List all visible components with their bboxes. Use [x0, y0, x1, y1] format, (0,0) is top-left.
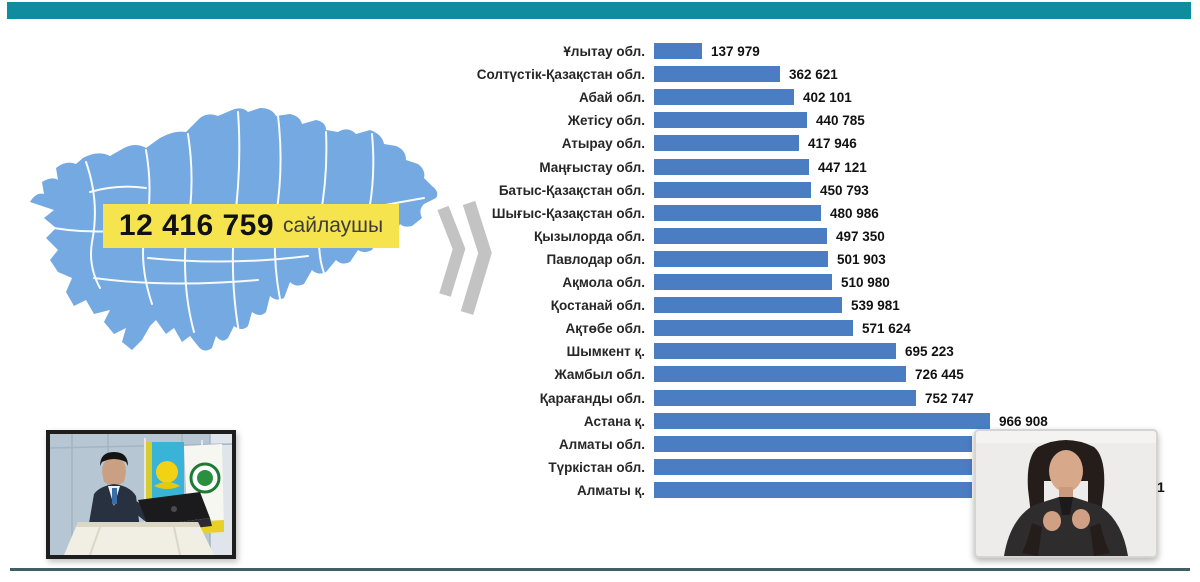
chart-value-label: 571 624 [862, 321, 911, 337]
chart-value-label: 695 223 [905, 344, 954, 360]
chart-category-label: Ұлытау обл. [563, 44, 645, 59]
chart-row: Павлодар обл. 501 903 [0, 248, 1200, 271]
chart-category-label: Жетісу обл. [567, 113, 645, 129]
total-voters-number: 12 416 759 [118, 209, 275, 242]
chart-bar [654, 158, 809, 175]
chart-category-label: Қызылорда обл. [534, 228, 645, 244]
chart-value-label: 440 785 [816, 113, 865, 129]
chart-row: Алматы обл. [0, 433, 1200, 456]
chart-category-label: Маңғыстау обл. [539, 159, 645, 175]
chart-bar [654, 343, 896, 360]
chart-row: Ақтөбе обл. 571 624 [0, 317, 1200, 340]
chart-bar [654, 135, 799, 152]
chart-category-label: Алматы обл. [558, 436, 645, 452]
chart-bar [654, 43, 702, 59]
chart-bar [654, 250, 828, 267]
chart-row: Абай обл. 402 101 [0, 86, 1200, 109]
chart-row: Қарағанды обл. 752 747 [0, 387, 1200, 410]
chart-category-label: Жамбыл обл. [554, 367, 645, 383]
chart-category-label: Түркістан обл. [548, 459, 645, 475]
chart-row: Батыс-Қазақстан обл. 450 793 [0, 179, 1200, 202]
chart-value-label: 501 903 [837, 251, 886, 267]
chart-category-label: Алматы қ. [576, 482, 645, 498]
chart-value-label: 539 981 [851, 298, 900, 314]
chart-category-label: Солтүстік-Қазақстан обл. [476, 67, 645, 83]
chart-row: Ақмола обл. 510 980 [0, 271, 1200, 294]
total-voters-suffix: сайлаушы [283, 214, 384, 237]
chart-bar [654, 458, 972, 475]
speaker-scene [50, 434, 232, 555]
chart-bar [654, 112, 807, 129]
chart-category-label: Павлодар обл. [546, 251, 645, 267]
sign-interpreter-inset [974, 429, 1158, 558]
chart-bar [654, 204, 821, 221]
chart-row: Жамбыл обл. 726 445 [0, 363, 1200, 386]
page-number: 1 [1157, 479, 1165, 495]
chart-value-label: 726 445 [915, 367, 964, 383]
chart-row: Алматы қ. [0, 479, 1200, 502]
bottom-accent-rule [10, 568, 1190, 571]
chart-category-label: Шымкент қ. [566, 344, 645, 360]
speaker-video-inset [46, 430, 236, 559]
chart-value-label: 480 986 [830, 205, 879, 221]
chart-bar [654, 274, 832, 290]
chart-row: Маңғыстау обл. 447 121 [0, 156, 1200, 179]
interpreter-scene [976, 431, 1156, 556]
chevron-right-icon [436, 196, 494, 320]
chart-bar [654, 89, 794, 106]
total-voters-callout: 12 416 759 сайлаушы [103, 204, 399, 248]
chart-bar [654, 227, 827, 244]
chart-row: Шымкент қ. 695 223 [0, 340, 1200, 363]
chart-value-label: 752 747 [925, 390, 974, 406]
chart-row: Шығыс-Қазақстан обл. 480 986 [0, 202, 1200, 225]
chart-category-label: Шығыс-Қазақстан обл. [491, 205, 645, 221]
chart-bar [654, 366, 906, 383]
chart-row: Жетісу обл. 440 785 [0, 109, 1200, 132]
chart-category-label: Ақмола обл. [562, 275, 645, 290]
chart-row: Солтүстік-Қазақстан обл. 362 621 [0, 63, 1200, 86]
chart-category-label: Абай обл. [578, 90, 645, 106]
chart-value-label: 402 101 [803, 90, 852, 106]
chart-row: Ұлытау обл. 137 979 [0, 40, 1200, 63]
chart-value-label: 966 908 [999, 413, 1048, 429]
chart-value-label: 447 121 [818, 159, 867, 175]
chart-bar [654, 297, 842, 314]
chart-bar [654, 435, 972, 452]
chart-bar [654, 389, 916, 406]
chart-row: Қызылорда обл. 497 350 [0, 225, 1200, 248]
chart-bar [654, 181, 811, 198]
chart-category-label: Атырау обл. [561, 136, 645, 152]
chart-bar [654, 481, 972, 498]
chart-bar [654, 412, 990, 429]
top-accent-bar [7, 2, 1191, 19]
chart-row: Түркістан обл. [0, 456, 1200, 479]
chart-bar [654, 66, 780, 83]
chart-value-label: 497 350 [836, 228, 885, 244]
chart-value-label: 362 621 [789, 67, 838, 83]
chart-value-label: 450 793 [820, 182, 869, 198]
chart-bar [654, 320, 853, 337]
chart-category-label: Ақтөбе обл. [565, 321, 645, 337]
chart-row: Астана қ. 966 908 [0, 410, 1200, 433]
chart-value-label: 137 979 [711, 44, 760, 59]
chart-category-label: Астана қ. [583, 413, 645, 429]
chart-value-label: 417 946 [808, 136, 857, 152]
chart-row: Атырау обл. 417 946 [0, 132, 1200, 155]
chart-category-label: Қостанай обл. [550, 298, 645, 314]
chart-category-label: Қарағанды обл. [539, 390, 645, 406]
chart-value-label: 510 980 [841, 275, 890, 290]
chart-row: Қостанай обл. 539 981 [0, 294, 1200, 317]
chart-category-label: Батыс-Қазақстан обл. [498, 182, 645, 198]
